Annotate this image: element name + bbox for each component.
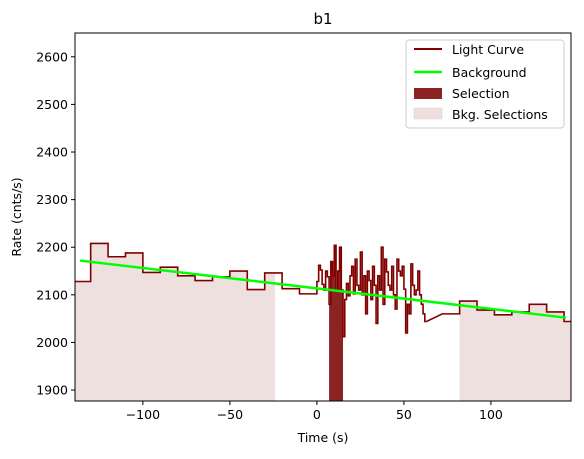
x-axis-ticks: −100 −50 0 50 100 xyxy=(126,401,503,422)
background-line xyxy=(79,259,567,319)
y-tick-label: 2000 xyxy=(36,335,68,350)
light-curve-line xyxy=(75,242,571,338)
selection-regions xyxy=(329,245,344,401)
x-tick-label: 0 xyxy=(313,407,321,422)
legend-background-label: Background xyxy=(452,65,527,80)
y-tick-label: 2500 xyxy=(36,97,68,112)
bkg-selection-region-2 xyxy=(459,301,571,401)
light-curve-series xyxy=(75,242,571,338)
y-tick-label: 2600 xyxy=(36,49,68,64)
legend-light-curve-label: Light Curve xyxy=(452,42,524,57)
y-tick-label: 2200 xyxy=(36,240,68,255)
plot-frame xyxy=(74,32,572,402)
y-tick-label: 1900 xyxy=(36,383,68,398)
bkg-selection-region-1 xyxy=(75,243,276,401)
legend-selection-label: Selection xyxy=(452,86,510,101)
legend: Light Curve Background Selection Bkg. Se… xyxy=(405,39,565,129)
legend-selection-swatch xyxy=(414,88,442,99)
background-series xyxy=(79,259,567,319)
x-tick-label: 100 xyxy=(479,407,503,422)
x-tick-label: −100 xyxy=(126,407,160,422)
legend-bkg-selections-swatch xyxy=(413,107,443,120)
y-tick-label: 2400 xyxy=(36,145,68,160)
x-axis-label: Time (s) xyxy=(297,430,349,445)
selection-region xyxy=(329,245,344,401)
y-axis-ticks: 1900 2000 2100 2200 2300 2400 2500 2600 xyxy=(36,49,75,398)
y-tick-label: 2300 xyxy=(36,192,68,207)
legend-bkg-selections-label: Bkg. Selections xyxy=(452,107,548,122)
x-tick-label: −50 xyxy=(217,407,243,422)
y-tick-label: 2100 xyxy=(36,287,68,302)
y-axis-label: Rate (cnts/s) xyxy=(9,177,24,256)
x-tick-label: 50 xyxy=(396,407,412,422)
chart-title: b1 xyxy=(313,10,332,28)
bkg-selection-regions xyxy=(75,243,571,401)
legend-box xyxy=(405,39,565,129)
